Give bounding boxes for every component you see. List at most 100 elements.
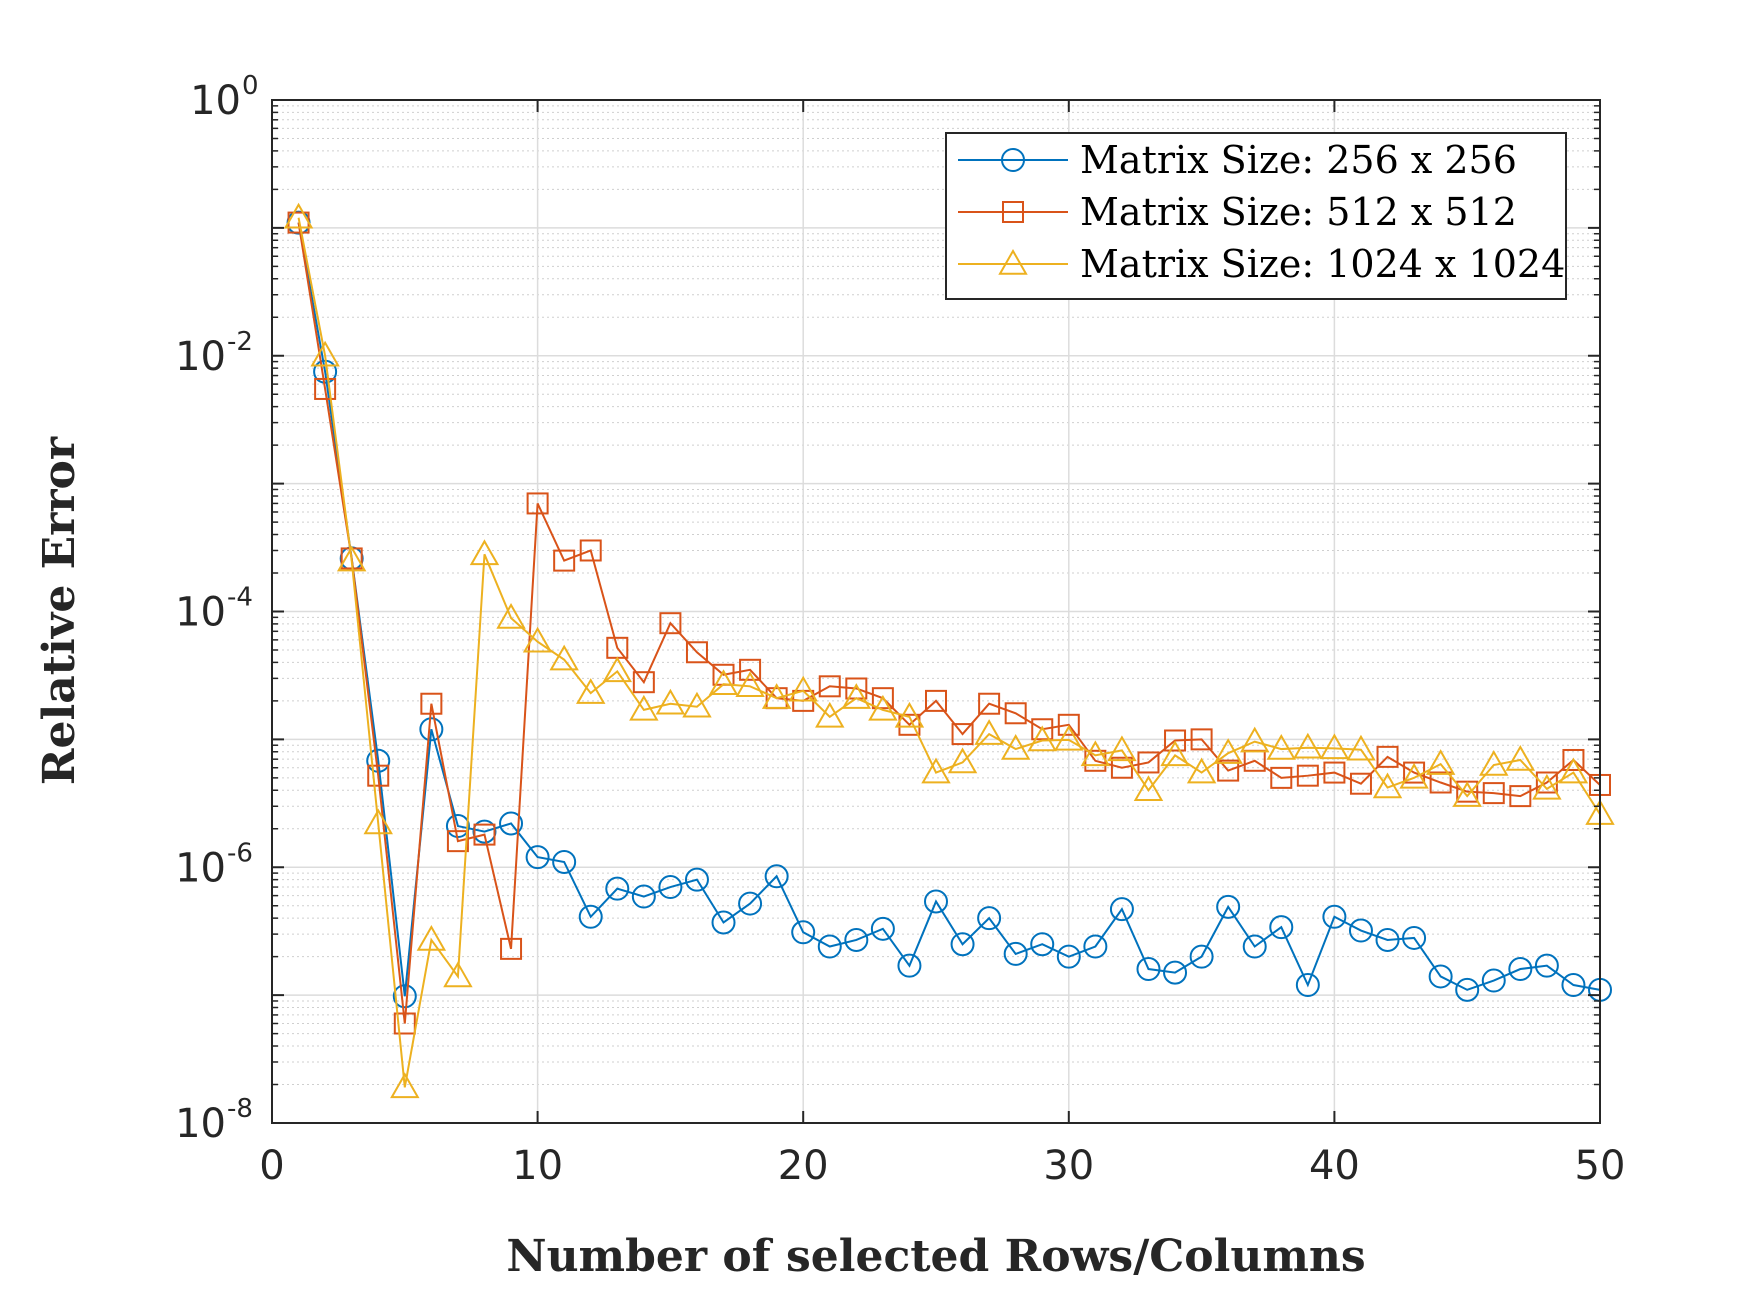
series-2-point	[393, 1012, 416, 1035]
series-3-point	[310, 340, 340, 367]
series-3-point	[283, 202, 314, 229]
series-1-point	[1375, 927, 1400, 952]
series-2-point	[1004, 702, 1027, 725]
series-3-point	[602, 656, 633, 683]
legend: Matrix Size: 256 x 256 Matrix Size: 512 x…	[945, 132, 1567, 300]
series-2-point	[1057, 713, 1080, 736]
series-2-point	[1376, 745, 1399, 768]
series-1-line	[297, 222, 1601, 997]
series-2-line	[297, 222, 1601, 1024]
series-2-point	[925, 689, 947, 712]
series-1-point	[950, 932, 975, 957]
series-3-point	[336, 545, 367, 572]
series-3-point	[443, 961, 473, 988]
series-3-point	[894, 701, 925, 728]
y-tick-label: 10	[175, 590, 226, 636]
series-3-point	[841, 683, 872, 709]
series-1-point	[578, 904, 603, 929]
series-1-point	[1481, 968, 1506, 993]
series-3-point	[815, 701, 845, 728]
series-2-point	[1562, 748, 1585, 771]
series-3-point	[1133, 775, 1164, 802]
series-3-point	[1213, 738, 1243, 764]
series-3-point	[1399, 762, 1429, 789]
series-3-point	[496, 602, 526, 629]
series-3-point	[1319, 733, 1350, 760]
legend-label-2: Matrix Size: 512 x 512	[1080, 190, 1517, 234]
series-1-point	[1056, 944, 1081, 969]
y-tick-exponent: -4	[227, 583, 253, 613]
series-1-point	[392, 984, 417, 1009]
series-2-point	[367, 764, 390, 787]
series-2-point	[1482, 782, 1505, 805]
series-3-point	[1239, 726, 1270, 753]
series-3-point	[1000, 734, 1031, 760]
series-1-point	[897, 953, 922, 978]
series-3-point	[390, 1072, 420, 1099]
series-1-point	[1455, 977, 1480, 1002]
series-1-point	[817, 934, 842, 959]
series-1-point	[605, 876, 630, 901]
legend-marker-3	[998, 248, 1028, 275]
series-3-point	[921, 757, 951, 784]
series-2-point	[1296, 764, 1319, 787]
series-1-point	[1295, 972, 1320, 997]
series-1-point	[1402, 925, 1427, 950]
series-2-point	[659, 612, 682, 635]
series-1-point	[525, 845, 550, 870]
x-axis-title: Number of selected Rows/Columns	[506, 1231, 1365, 1282]
series-2-point	[1509, 785, 1532, 808]
y-tick-exponent: -8	[227, 1094, 253, 1124]
legend-marker-1	[1001, 148, 1025, 172]
series-2-point	[1270, 766, 1293, 789]
series-2-point	[685, 641, 708, 664]
series-3-point	[708, 669, 739, 695]
series-3-point	[416, 924, 447, 951]
series-1-point	[738, 891, 763, 916]
series-1-point	[1269, 915, 1294, 940]
series-3	[283, 202, 1615, 1099]
series-3-point	[1346, 734, 1376, 761]
series-2-point	[1137, 751, 1160, 774]
series-3-point	[1558, 757, 1589, 784]
series-1-point	[499, 811, 524, 836]
series-1-point	[1216, 894, 1241, 919]
series-3-point	[469, 539, 500, 566]
series-3-point	[1293, 732, 1323, 759]
series-2-point	[871, 687, 894, 710]
tick-marks	[271, 99, 1601, 1124]
series-3-point	[655, 688, 686, 715]
series-3-point	[735, 671, 765, 698]
series-1-point	[1348, 918, 1373, 943]
series-2-point	[314, 377, 337, 400]
series-1-point	[1083, 934, 1108, 959]
series-1-point	[631, 884, 656, 909]
series-1-point	[1561, 972, 1586, 997]
series-3-point	[1266, 734, 1297, 760]
series-3-point	[868, 694, 898, 721]
series-2-point	[420, 692, 443, 715]
series-2-point	[1031, 718, 1054, 741]
series-3-point	[761, 683, 792, 709]
series-3-point	[682, 691, 712, 718]
series-3-point	[1027, 725, 1057, 752]
x-tick-label: 30	[1043, 1143, 1094, 1189]
series-2-point	[978, 692, 1001, 715]
series-2-point	[1110, 756, 1133, 779]
series-2-point	[1349, 772, 1372, 795]
series-1-point	[977, 906, 1002, 931]
series-1-point	[1003, 941, 1028, 966]
series-1-point	[658, 875, 683, 900]
y-tick-label: 10	[175, 1101, 226, 1147]
series-3-point	[1479, 750, 1509, 776]
legend-label-3: Matrix Size: 1024 x 1024	[1080, 242, 1565, 286]
legend-marker-2	[1002, 201, 1024, 223]
series-3-point	[1505, 744, 1536, 771]
series-3-point	[575, 678, 606, 704]
series-3-point	[1186, 757, 1217, 784]
series-2	[287, 211, 1611, 1035]
x-tick-label: 0	[259, 1143, 284, 1189]
series-2-point	[553, 549, 576, 572]
series-2-point	[1164, 729, 1187, 752]
